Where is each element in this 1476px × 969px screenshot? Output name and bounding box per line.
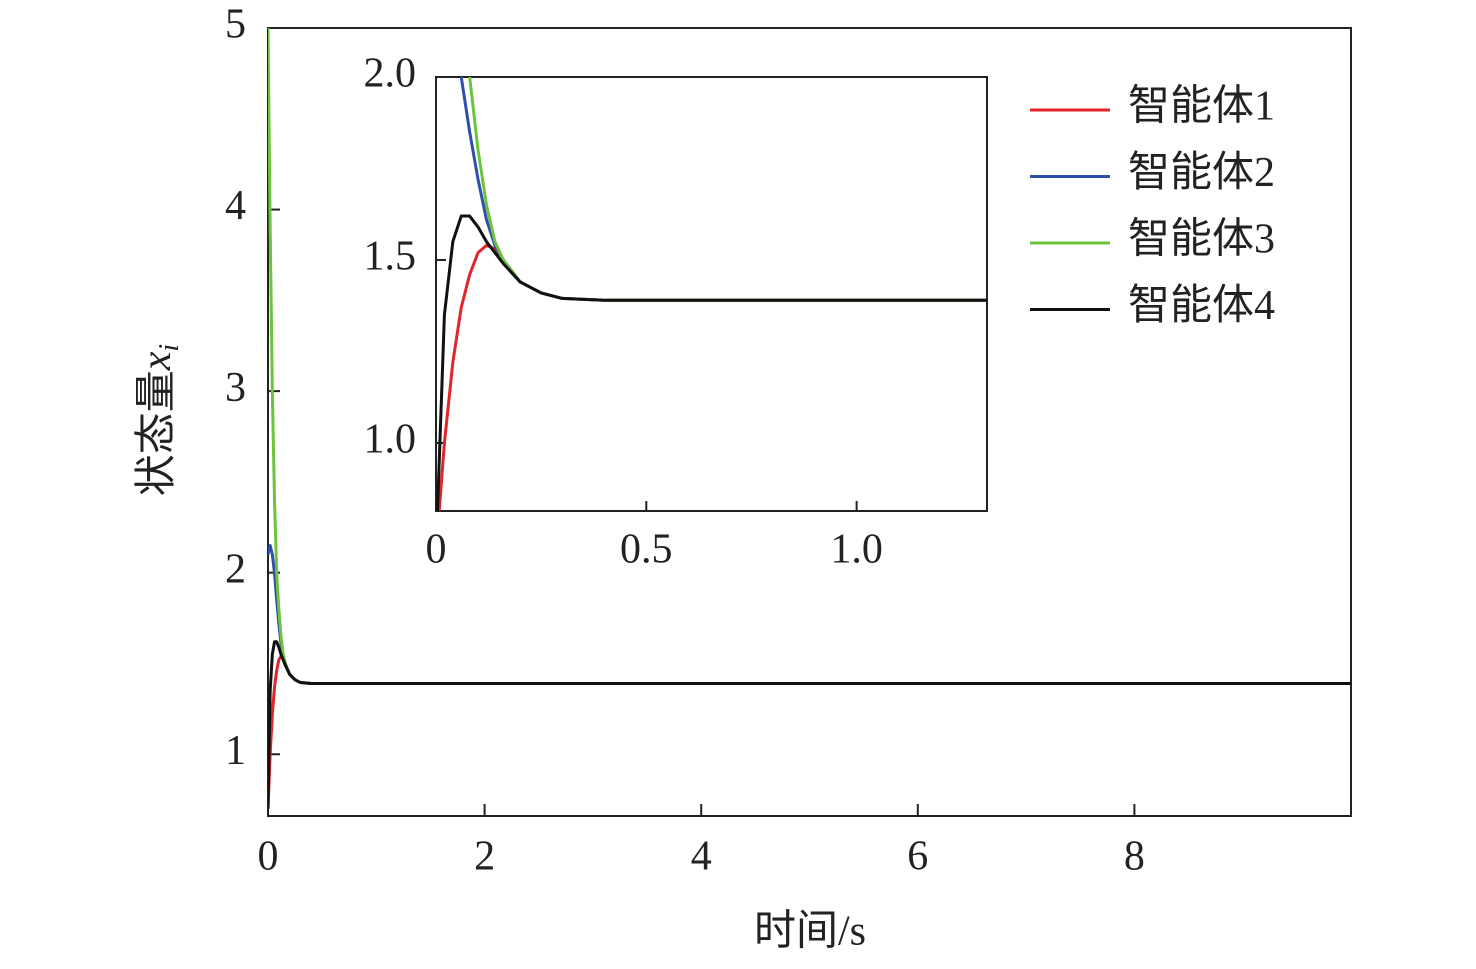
y-tick-label: 1.5 [364, 234, 417, 280]
y-label-main: 状态量 [134, 370, 180, 496]
y-tick-label: 2.0 [364, 51, 417, 97]
series-line [436, 214, 987, 511]
inset-background [436, 77, 987, 511]
y-tick-label: 3 [225, 365, 246, 411]
x-tick-label: 0.5 [620, 527, 673, 573]
y-label-var: x [134, 351, 180, 371]
x-tick-label: 8 [1124, 834, 1145, 880]
x-tick-label: 6 [907, 834, 928, 880]
plot-frame [435, 76, 988, 512]
series-line [268, 654, 1351, 809]
y-tick-label: 4 [225, 183, 246, 229]
x-tick-label: 4 [691, 834, 712, 880]
x-tick-label: 0 [426, 527, 447, 573]
x-tick-label: 2 [474, 834, 495, 880]
plot-frame [267, 27, 1352, 817]
legend-label: 智能体2 [1128, 150, 1275, 196]
series-group [436, 77, 987, 511]
x-tick-label: 0 [258, 834, 279, 880]
y-tick-label: 1.0 [364, 417, 417, 463]
y-axis-label: 状态量xi [134, 344, 186, 496]
y-tick-label: 5 [225, 2, 246, 48]
series-group [268, 28, 1351, 809]
legend-label: 智能体3 [1128, 217, 1275, 263]
y-tick-label: 1 [225, 728, 246, 774]
legend-label: 智能体1 [1128, 84, 1275, 130]
y-tick-label: 2 [225, 546, 246, 592]
y-label-sub: i [154, 344, 185, 352]
x-tick-label: 1.0 [830, 527, 883, 573]
y-axis-label-text: 状态量xi [134, 344, 186, 496]
legend-label: 智能体4 [1128, 283, 1275, 329]
x-axis-label: 时间/s [754, 909, 866, 955]
series-line [268, 640, 1351, 809]
